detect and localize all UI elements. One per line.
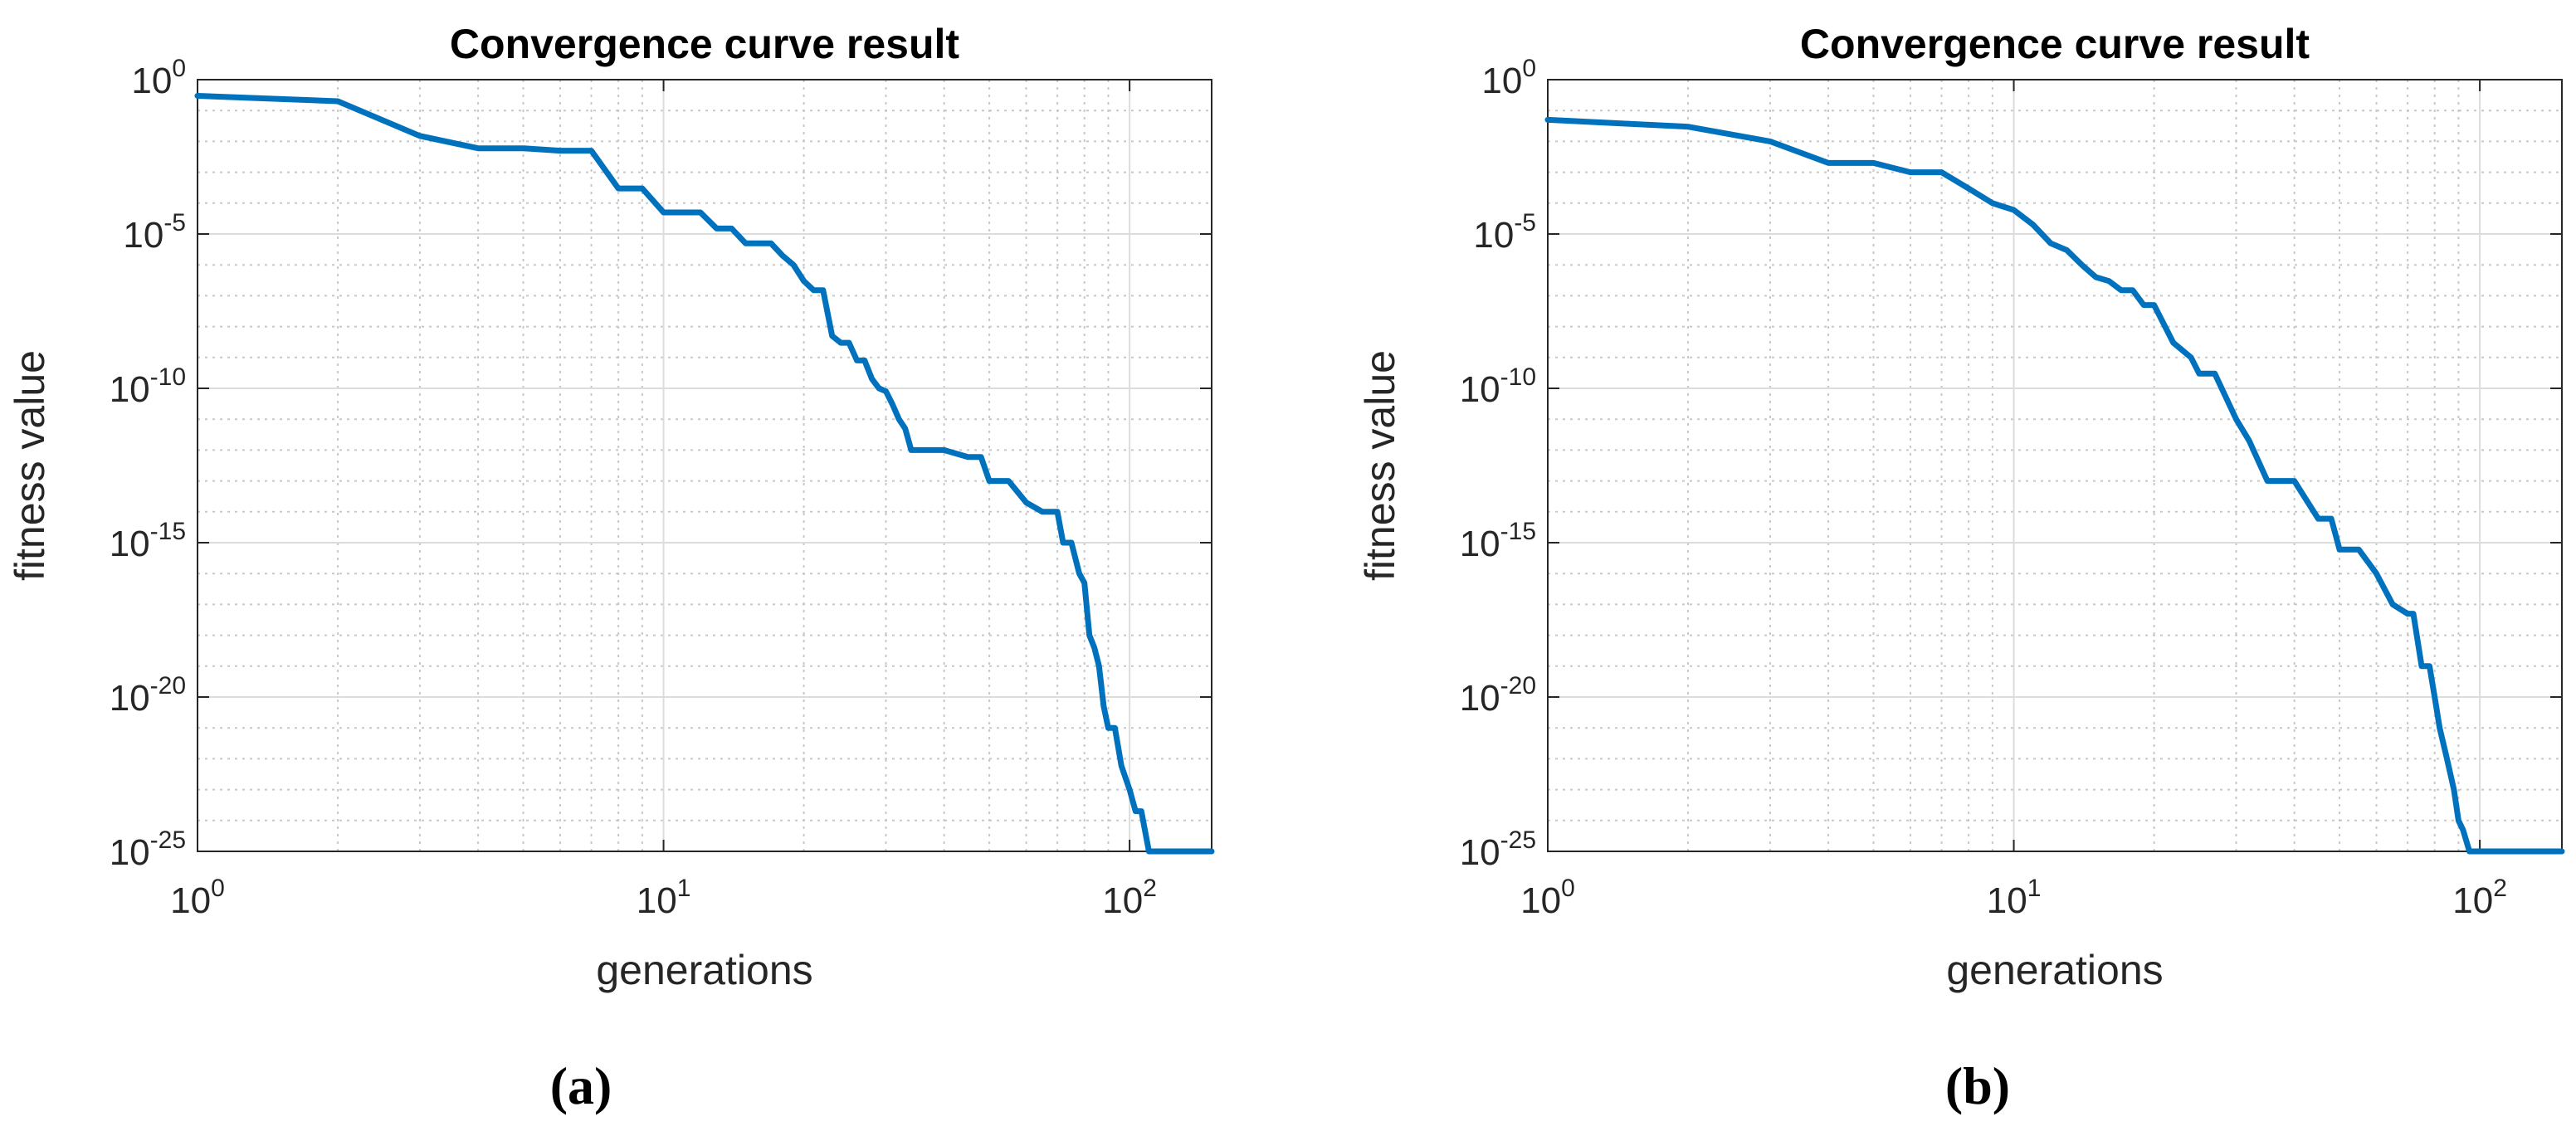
plot-area (198, 80, 1212, 851)
x-tick-label: 100 (170, 875, 225, 921)
x-axis-label: generations (596, 947, 812, 993)
chart-panel-a: 100 101 102 100 10-5 10-10 10-15 10-20 10-25 Conv… (7, 21, 1215, 1115)
x-tick-label: 101 (637, 875, 691, 921)
y-tick-label: 10-15 (110, 518, 186, 564)
x-axis-label: generations (1946, 947, 2163, 993)
y-tick-label: 10-25 (1460, 826, 1536, 873)
y-tick-label: 100 (131, 55, 186, 101)
x-tick-label: 100 (1520, 875, 1575, 921)
y-tick-label: 10-25 (110, 826, 186, 873)
x-tick-label: 101 (1987, 875, 2042, 921)
series-line-0 (194, 93, 1215, 855)
chart-panel-b: 100 101 102 100 10-5 10-10 10-15 10-20 10-25 Conv… (1357, 21, 2565, 1115)
y-tick-label: 10-10 (1460, 363, 1536, 410)
y-tick-label: 10-20 (1460, 672, 1536, 719)
y-tick-label: 10-15 (1460, 518, 1536, 564)
plot-area (1548, 80, 2562, 851)
chart-title: Convergence curve result (450, 21, 959, 67)
y-tick-label: 10-5 (1473, 209, 1536, 256)
y-axis-label: fitness value (7, 350, 53, 581)
axes-box (1547, 79, 2563, 852)
panel-caption: (b) (1945, 1056, 2010, 1115)
series-line-0 (1544, 116, 2565, 855)
y-tick-label: 10-10 (110, 363, 186, 410)
y-tick-label: 10-5 (123, 209, 186, 256)
panel-caption: (a) (550, 1056, 612, 1115)
x-tick-label: 102 (1102, 875, 1157, 921)
x-tick-label: 102 (2452, 875, 2507, 921)
y-tick-label: 100 (1481, 55, 1536, 101)
chart-title: Convergence curve result (1800, 21, 2310, 67)
y-axis-label: fitness value (1357, 350, 1403, 581)
axes-box (197, 79, 1212, 852)
y-tick-label: 10-20 (110, 672, 186, 719)
